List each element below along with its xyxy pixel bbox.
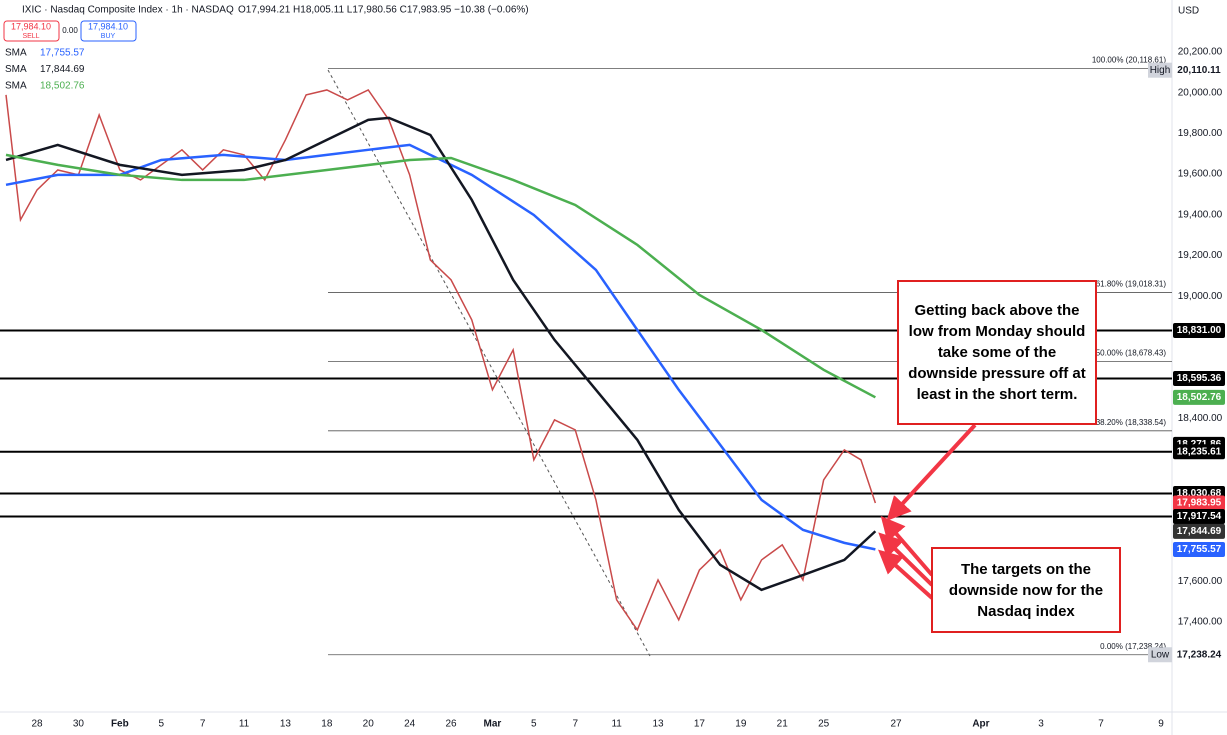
y-tick-label: 20,200.00	[1178, 47, 1223, 58]
x-tick-label: 20	[363, 719, 375, 730]
price-label: 17,917.54	[1177, 511, 1222, 522]
y-tick-label: 19,600.00	[1178, 169, 1223, 180]
x-tick-label: 11	[239, 719, 250, 730]
x-tick-label: 21	[777, 719, 789, 730]
price-label: 20,110.11	[1177, 65, 1221, 76]
spread: 0.00	[62, 26, 78, 35]
price-label-box	[1173, 62, 1225, 78]
x-tick-label: 7	[1098, 719, 1104, 730]
x-tick-label: 28	[31, 719, 43, 730]
x-tick-label: 9	[1158, 719, 1164, 730]
x-tick-label: 5	[531, 719, 537, 730]
sell-label: SELL	[22, 33, 39, 40]
currency: USD	[1178, 6, 1199, 17]
y-tick-label: 18,400.00	[1178, 413, 1223, 424]
buy-price: 17,984.10	[88, 21, 128, 31]
x-tick-label: 30	[73, 719, 85, 730]
x-tick-label: 13	[280, 719, 292, 730]
price-label: 17,755.57	[1177, 544, 1222, 555]
x-tick-label: 25	[818, 719, 830, 730]
annotation: The targets on the downside now for the …	[931, 547, 1121, 633]
x-tick-label: 7	[572, 719, 578, 730]
x-tick-label: 19	[735, 719, 747, 730]
price-tag-box	[1148, 62, 1172, 78]
sma-line	[5, 143, 876, 551]
price-label-box	[1173, 495, 1225, 511]
y-tick-label: 19,400.00	[1178, 209, 1223, 220]
x-tick-label: 27	[891, 719, 903, 730]
price-label: 18,502.76	[1177, 392, 1222, 403]
price-label-box	[1173, 541, 1225, 557]
price-label: 17,844.69	[1177, 526, 1222, 537]
legend-value: 17,755.57	[40, 48, 85, 59]
arrows	[878, 423, 977, 600]
price-label-box	[1173, 389, 1225, 405]
trend-line	[327, 69, 651, 657]
quote: O17,994.21 H18,005.11 L17,980.56 C17,983…	[238, 5, 529, 16]
fib-label: 0.00% (17,238.24)	[1100, 642, 1166, 651]
y-tick-label: 20,000.00	[1178, 87, 1223, 98]
price-label-box	[1173, 647, 1225, 663]
legend-value: 17,844.69	[40, 64, 85, 75]
sell-price: 17,984.10	[11, 21, 51, 31]
y-tick-label: 17,400.00	[1178, 616, 1223, 627]
legend-value: 18,502.76	[40, 81, 85, 92]
price-label-box	[1173, 444, 1225, 460]
price-label: 18,595.36	[1177, 373, 1222, 384]
x-tick-label: 5	[158, 719, 164, 730]
price-label: 18,235.61	[1177, 446, 1222, 457]
y-tick-label: 17,600.00	[1178, 576, 1223, 587]
y-tick-label: 19,200.00	[1178, 250, 1223, 261]
price-line	[5, 89, 877, 632]
price-label-box	[1173, 508, 1225, 524]
x-tick-label: 26	[445, 719, 457, 730]
x-tick-label: 11	[611, 719, 622, 730]
sma-line	[5, 153, 876, 399]
y-tick-label: 19,000.00	[1178, 291, 1223, 302]
price-label-box	[1173, 523, 1225, 539]
legend-name: SMA	[5, 81, 27, 92]
price-label: 18,831.00	[1177, 325, 1222, 336]
buy-button[interactable]	[80, 20, 137, 42]
price-tag: Low	[1151, 649, 1170, 660]
price-label-box	[1173, 323, 1225, 339]
x-tick-label: Feb	[111, 719, 129, 730]
fib-label: 100.00% (20,118.61)	[1092, 56, 1166, 65]
x-tick-label: 3	[1038, 719, 1044, 730]
price-tag-box	[1148, 647, 1172, 663]
price-tag: High	[1150, 65, 1171, 76]
buy-label: BUY	[101, 33, 116, 40]
price-label-box	[1173, 371, 1225, 387]
x-tick-label: 7	[200, 719, 206, 730]
price-label: 18,030.68	[1177, 488, 1222, 499]
fib-label: 61.80% (19,018.31)	[1096, 280, 1167, 289]
chart-title: IXIC · Nasdaq Composite Index · 1h · NAS…	[22, 5, 234, 16]
x-tick-label: 13	[652, 719, 664, 730]
legend-name: SMA	[5, 48, 27, 59]
sell-button[interactable]	[3, 20, 60, 42]
legend-name: SMA	[5, 64, 27, 75]
x-tick-label: 18	[321, 719, 333, 730]
price-label: 17,238.24	[1177, 649, 1222, 660]
price-label: 17,983.95	[1177, 498, 1222, 509]
sma-line	[5, 116, 877, 592]
x-tick-label: 17	[694, 719, 706, 730]
fib-label: 50.00% (18,678.43)	[1096, 349, 1167, 358]
annotation: Getting back above the low from Monday s…	[897, 280, 1097, 425]
fib-label: 38.20% (18,338.54)	[1096, 418, 1167, 427]
y-tick-label: 19,800.00	[1178, 128, 1223, 139]
x-tick-label: 24	[404, 719, 416, 730]
x-tick-label: Mar	[484, 719, 502, 730]
x-tick-label: Apr	[972, 719, 989, 730]
